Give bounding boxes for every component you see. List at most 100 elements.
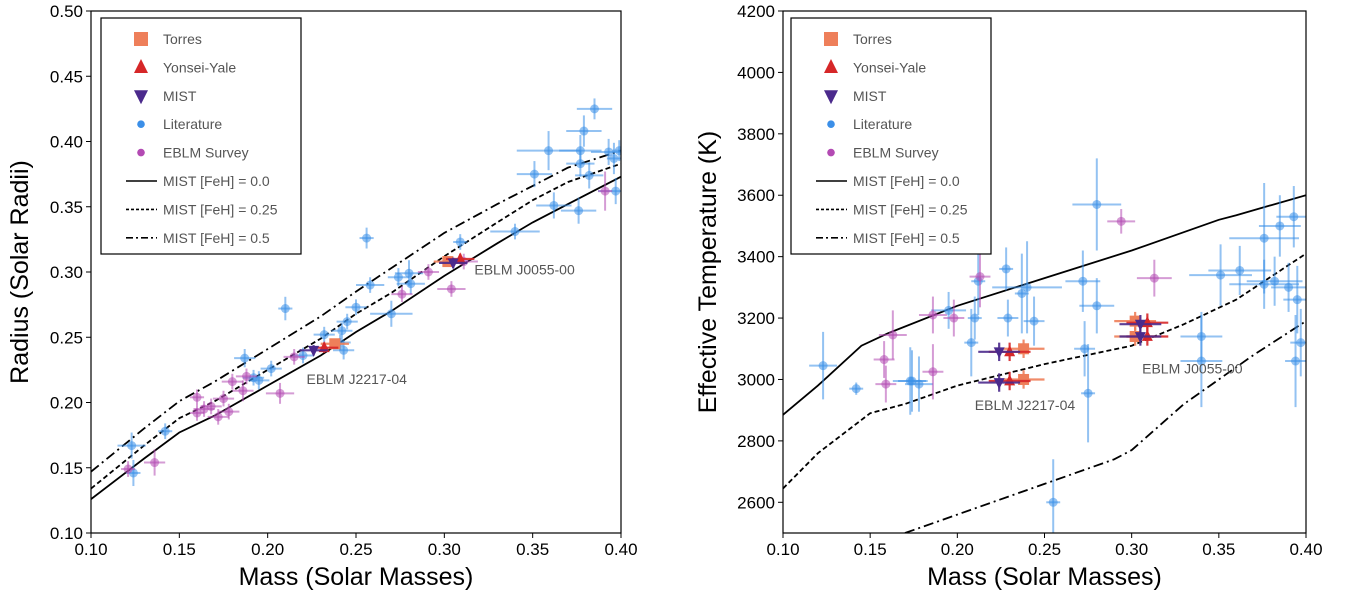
data-point: [235, 368, 258, 385]
marker-circle: [397, 289, 407, 299]
legend-label: MIST [FeH] = 0.5: [163, 230, 270, 246]
marker-circle: [1259, 233, 1269, 243]
marker-circle: [446, 284, 456, 294]
legend-item: MIST [FeH] = 0.5: [816, 230, 960, 246]
data-point: [359, 227, 374, 249]
marker-circle: [579, 126, 589, 136]
data-point: [967, 296, 982, 340]
y-tick-label: 0.30: [50, 263, 83, 282]
legend-marker-triangle-up: [134, 59, 148, 73]
marker-circle: [1001, 264, 1011, 274]
marker-circle: [1092, 199, 1102, 209]
marker-circle: [160, 426, 170, 436]
marker-circle: [423, 267, 433, 277]
marker-circle: [600, 186, 610, 196]
data-point: [1271, 262, 1306, 312]
marker-circle: [944, 305, 954, 315]
marker-circle: [928, 310, 938, 320]
data-point: [437, 281, 466, 297]
data-point: [1072, 158, 1122, 251]
data-point: [922, 344, 944, 400]
data-point: [576, 98, 613, 120]
data-point: [218, 403, 240, 420]
data-point: [1046, 459, 1061, 533]
legend-item: MIST: [824, 88, 887, 105]
marker-circle: [888, 330, 898, 340]
data-point: [260, 360, 282, 377]
model-line-dashdot: [904, 320, 1306, 533]
marker-circle: [1080, 344, 1090, 354]
marker-circle: [970, 313, 980, 323]
legend-frame: [790, 17, 992, 255]
x-tick-label: 0.35: [516, 540, 549, 559]
data-point: [978, 373, 1021, 392]
data-point: [299, 345, 328, 357]
data-point: [221, 373, 243, 390]
data-point: [612, 140, 621, 162]
data-point: [1074, 321, 1096, 377]
data-point: [200, 398, 222, 415]
data-point: [918, 296, 947, 334]
marker-circle: [219, 394, 228, 404]
marker-square: [442, 256, 454, 268]
marker-circle: [1083, 388, 1093, 398]
y-tick-label: 0.40: [50, 133, 83, 152]
marker-circle: [393, 272, 403, 282]
legend-label: MIST: [853, 88, 887, 104]
marker-triangle-down: [1134, 319, 1146, 331]
data-point: [1119, 314, 1162, 334]
legend-item: Torres: [824, 31, 892, 47]
data-point: [189, 389, 205, 406]
model-line-dotted: [91, 162, 621, 490]
y-axis-label: Effective Temperature (K): [694, 131, 722, 414]
marker-square: [1129, 315, 1141, 327]
marker-circle: [1078, 276, 1088, 286]
marker-circle: [510, 227, 520, 237]
marker-circle: [240, 353, 250, 363]
y-axis-label: Radius (Solar Radii): [6, 160, 34, 384]
marker-circle: [1292, 295, 1302, 305]
marker-circle: [1291, 356, 1301, 366]
x-tick-label: 0.15: [854, 540, 887, 559]
y-tick-label: 0.50: [50, 2, 83, 21]
y-tick-label: 0.25: [50, 328, 83, 347]
legend: Torres Yonsei-Yale MIST Literature EBLM Surv…: [790, 17, 992, 255]
marker-circle: [362, 233, 372, 243]
marker-circle: [1022, 282, 1032, 292]
data-point: [598, 171, 613, 211]
legend-marker-triangle-up: [824, 59, 838, 73]
marker-circle: [1296, 338, 1306, 348]
marker-circle: [914, 379, 924, 389]
model-line-dotted: [783, 252, 1306, 490]
x-axis-label: Mass (Solar Masses): [239, 563, 474, 591]
legend-label: MIST [FeH] = 0.0: [853, 173, 960, 189]
plot-area: [783, 158, 1306, 533]
data-point: [978, 342, 1021, 362]
marker-circle: [386, 309, 396, 319]
marker-circle: [342, 317, 352, 327]
data-point: [121, 461, 136, 477]
data-point: [1023, 296, 1045, 346]
marker-circle: [123, 464, 133, 474]
data-point: [453, 234, 468, 250]
marker-circle: [614, 146, 621, 156]
data-point: [1079, 278, 1115, 334]
annotation: EBLM J0055-00: [1142, 360, 1243, 376]
marker-circle: [275, 388, 285, 398]
marker-circle: [1017, 288, 1027, 298]
data-point: [370, 300, 413, 327]
marker-circle: [1284, 282, 1294, 292]
data-point: [873, 341, 895, 378]
y-tick-label: 3000: [737, 370, 775, 389]
data-point: [1014, 253, 1029, 334]
marker-circle: [1092, 301, 1102, 311]
legend-item: Torres: [134, 31, 202, 47]
legend-marker-triangle-down: [824, 90, 838, 105]
marker-circle: [192, 392, 202, 402]
marker-circle: [238, 386, 248, 396]
y-tick-label: 0.20: [50, 394, 83, 413]
marker-square: [329, 338, 341, 350]
data-point: [313, 326, 335, 343]
temperature-vs-mass-panel: 0.10 0.15 0.20 0.25 0.30 0.35 0.40 2600 2800 3000…: [694, 2, 1323, 591]
data-point: [905, 356, 933, 412]
